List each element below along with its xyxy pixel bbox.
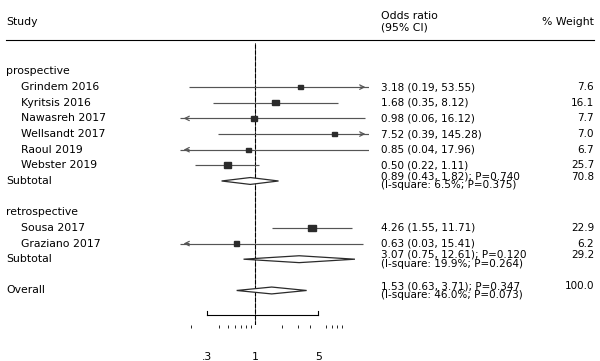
Text: Grindem 2016: Grindem 2016 (21, 82, 99, 92)
Text: 0.50 (0.22, 1.11): 0.50 (0.22, 1.11) (381, 160, 468, 170)
Text: Kyritsis 2016: Kyritsis 2016 (21, 98, 91, 108)
Text: 25.7: 25.7 (571, 160, 594, 170)
Polygon shape (251, 116, 257, 121)
Text: Subtotal: Subtotal (6, 176, 52, 186)
Text: retrospective: retrospective (6, 207, 78, 217)
Polygon shape (244, 256, 355, 263)
Polygon shape (272, 100, 278, 105)
Text: Wellsandt 2017: Wellsandt 2017 (21, 129, 106, 139)
Text: 7.6: 7.6 (577, 82, 594, 92)
Polygon shape (236, 287, 307, 294)
Text: 1.53 (0.63, 3.71); P=0.347: 1.53 (0.63, 3.71); P=0.347 (381, 281, 520, 291)
Text: Subtotal: Subtotal (6, 254, 52, 264)
Text: Sousa 2017: Sousa 2017 (21, 223, 85, 233)
Text: 3.18 (0.19, 53.55): 3.18 (0.19, 53.55) (381, 82, 475, 92)
Text: 6.7: 6.7 (577, 145, 594, 155)
Polygon shape (224, 162, 232, 168)
Text: 16.1: 16.1 (571, 98, 594, 108)
Text: 7.52 (0.39, 145.28): 7.52 (0.39, 145.28) (381, 129, 482, 139)
Text: 0.63 (0.03, 15.41): 0.63 (0.03, 15.41) (381, 239, 475, 249)
Text: 1.68 (0.35, 8.12): 1.68 (0.35, 8.12) (381, 98, 469, 108)
Polygon shape (221, 178, 278, 184)
Text: 0.89 (0.43, 1.82); P=0.740: 0.89 (0.43, 1.82); P=0.740 (381, 171, 520, 182)
Text: Graziano 2017: Graziano 2017 (21, 239, 101, 249)
Text: 7.7: 7.7 (577, 113, 594, 123)
Text: 3.07 (0.75, 12.61); P=0.120: 3.07 (0.75, 12.61); P=0.120 (381, 250, 527, 260)
Polygon shape (298, 85, 304, 89)
Polygon shape (234, 242, 239, 246)
Text: 6.2: 6.2 (577, 239, 594, 249)
Text: 29.2: 29.2 (571, 250, 594, 260)
Polygon shape (332, 132, 337, 136)
Text: 100.0: 100.0 (565, 281, 594, 291)
Text: (I-square: 46.0%; P=0.073): (I-square: 46.0%; P=0.073) (381, 290, 523, 300)
Text: Webster 2019: Webster 2019 (21, 160, 97, 170)
Text: 7.0: 7.0 (577, 129, 594, 139)
Polygon shape (246, 148, 251, 152)
Text: Raoul 2019: Raoul 2019 (21, 145, 83, 155)
Text: 70.8: 70.8 (571, 171, 594, 182)
Text: 4.26 (1.55, 11.71): 4.26 (1.55, 11.71) (381, 223, 475, 233)
Text: 0.85 (0.04, 17.96): 0.85 (0.04, 17.96) (381, 145, 475, 155)
Text: (I-square: 6.5%; P=0.375): (I-square: 6.5%; P=0.375) (381, 180, 517, 190)
Text: prospective: prospective (6, 66, 70, 77)
Text: Odds ratio
(95% CI): Odds ratio (95% CI) (381, 11, 438, 32)
Polygon shape (308, 225, 316, 231)
Text: % Weight: % Weight (542, 17, 594, 27)
Text: Study: Study (6, 17, 37, 27)
Text: 0.98 (0.06, 16.12): 0.98 (0.06, 16.12) (381, 113, 475, 123)
Text: Overall: Overall (6, 286, 45, 296)
Text: (I-square: 19.9%; P=0.264): (I-square: 19.9%; P=0.264) (381, 258, 523, 269)
Text: 22.9: 22.9 (571, 223, 594, 233)
Text: Nawasreh 2017: Nawasreh 2017 (21, 113, 106, 123)
